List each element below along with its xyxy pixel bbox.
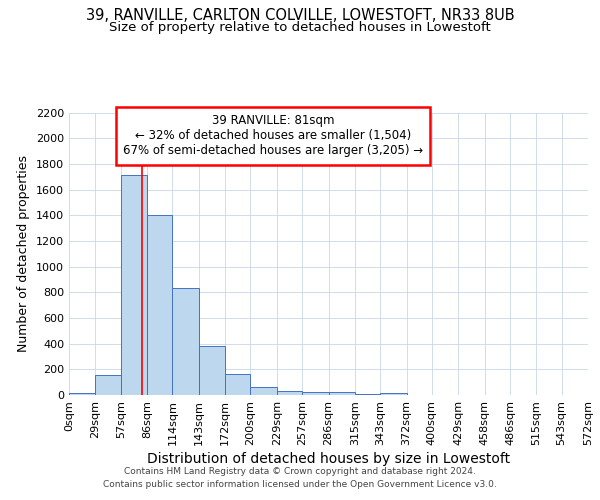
Text: Size of property relative to detached houses in Lowestoft: Size of property relative to detached ho… xyxy=(109,21,491,34)
Bar xyxy=(121,176,147,395)
Bar xyxy=(355,394,380,395)
Bar xyxy=(95,375,121,395)
Bar xyxy=(225,374,250,395)
Bar xyxy=(172,288,199,395)
Bar xyxy=(250,386,277,395)
Y-axis label: Number of detached properties: Number of detached properties xyxy=(17,155,31,352)
Text: 39, RANVILLE, CARLTON COLVILLE, LOWESTOFT, NR33 8UB: 39, RANVILLE, CARLTON COLVILLE, LOWESTOF… xyxy=(86,8,514,22)
Bar xyxy=(329,392,355,395)
Bar xyxy=(199,346,225,395)
Bar xyxy=(380,393,407,395)
Bar xyxy=(69,393,95,395)
Text: Contains HM Land Registry data © Crown copyright and database right 2024.: Contains HM Land Registry data © Crown c… xyxy=(124,467,476,476)
Bar xyxy=(302,392,329,395)
X-axis label: Distribution of detached houses by size in Lowestoft: Distribution of detached houses by size … xyxy=(147,452,510,466)
Bar xyxy=(277,390,302,395)
Text: 39 RANVILLE: 81sqm
← 32% of detached houses are smaller (1,504)
67% of semi-deta: 39 RANVILLE: 81sqm ← 32% of detached hou… xyxy=(123,114,423,158)
Bar xyxy=(147,215,172,395)
Text: Contains public sector information licensed under the Open Government Licence v3: Contains public sector information licen… xyxy=(103,480,497,489)
